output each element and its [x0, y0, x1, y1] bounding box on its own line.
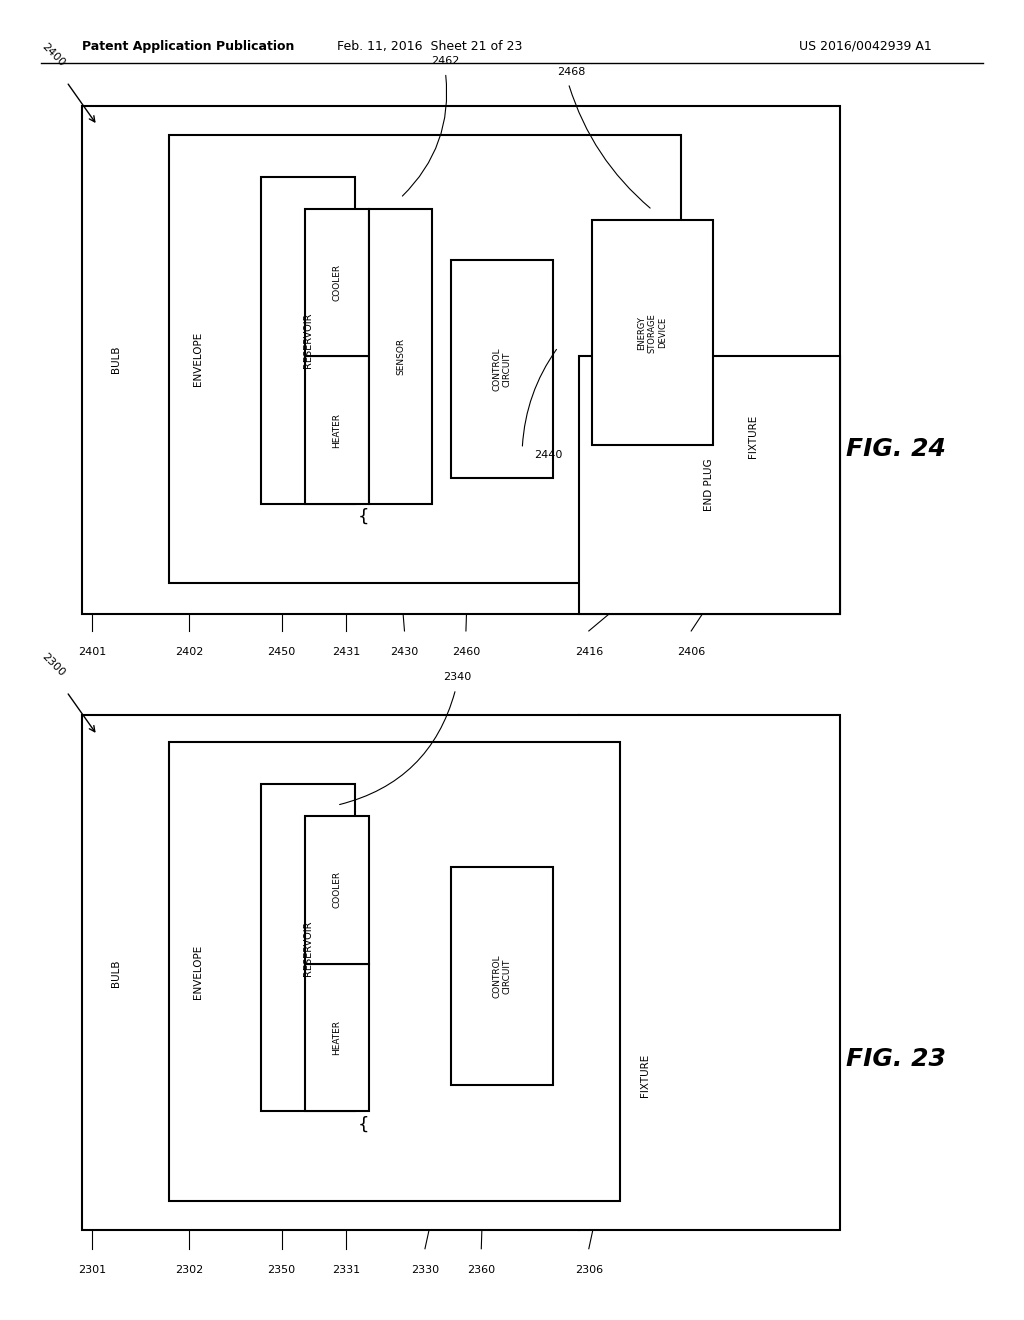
Text: HEATER: HEATER [333, 1020, 341, 1055]
Bar [82, 106, 840, 614]
Bar [261, 177, 355, 504]
Text: FIXTURE: FIXTURE [640, 1055, 650, 1097]
Text: COOLER: COOLER [333, 871, 341, 908]
Text: BULB: BULB [111, 960, 121, 986]
Bar [305, 964, 369, 1111]
Text: 2431: 2431 [332, 647, 360, 657]
Text: 2440: 2440 [535, 450, 563, 461]
Bar [305, 816, 369, 964]
Text: Feb. 11, 2016  Sheet 21 of 23: Feb. 11, 2016 Sheet 21 of 23 [337, 40, 523, 53]
Bar [169, 742, 620, 1201]
Bar [451, 867, 553, 1085]
Text: ENERGY
STORAGE
DEVICE: ENERGY STORAGE DEVICE [637, 313, 668, 352]
Text: {: { [357, 1115, 370, 1134]
Text: RESERVOIR: RESERVOIR [303, 313, 313, 368]
Bar [592, 220, 713, 445]
Bar [451, 260, 553, 478]
Bar [579, 356, 840, 614]
Text: 2406: 2406 [677, 647, 706, 657]
Text: 2340: 2340 [443, 672, 472, 682]
Text: US 2016/0042939 A1: US 2016/0042939 A1 [799, 40, 932, 53]
Text: 2302: 2302 [175, 1265, 204, 1275]
Text: 2430: 2430 [390, 647, 419, 657]
Bar [261, 784, 355, 1111]
Text: BULB: BULB [111, 346, 121, 374]
Text: HEATER: HEATER [333, 413, 341, 447]
Text: COOLER: COOLER [333, 264, 341, 301]
Text: END PLUG: END PLUG [705, 459, 714, 511]
Bar [169, 135, 681, 583]
Text: 2416: 2416 [574, 647, 603, 657]
Text: 2450: 2450 [267, 647, 296, 657]
Text: {: { [357, 508, 370, 527]
Text: 2306: 2306 [574, 1265, 603, 1275]
Text: Patent Application Publication: Patent Application Publication [82, 40, 294, 53]
Text: 2402: 2402 [175, 647, 204, 657]
Bar [305, 356, 369, 504]
Text: SENSOR: SENSOR [396, 338, 404, 375]
Text: ENVELOPE: ENVELOPE [193, 944, 203, 999]
Text: ENVELOPE: ENVELOPE [193, 331, 203, 387]
Text: CONTROL
CIRCUIT: CONTROL CIRCUIT [493, 954, 511, 998]
Bar [369, 209, 432, 504]
Text: 2401: 2401 [78, 647, 106, 657]
Text: 2331: 2331 [332, 1265, 360, 1275]
Text: FIG. 23: FIG. 23 [846, 1047, 946, 1071]
Text: 2330: 2330 [411, 1265, 439, 1275]
Text: 2468: 2468 [557, 66, 586, 77]
Text: 2462: 2462 [431, 55, 460, 66]
Text: 2460: 2460 [452, 647, 480, 657]
Bar [305, 209, 369, 356]
Text: RESERVOIR: RESERVOIR [303, 920, 313, 975]
Text: 2400: 2400 [40, 42, 67, 69]
Text: 2350: 2350 [267, 1265, 296, 1275]
Text: CONTROL
CIRCUIT: CONTROL CIRCUIT [493, 347, 511, 391]
Text: 2301: 2301 [78, 1265, 106, 1275]
Text: 2300: 2300 [40, 652, 67, 678]
Text: 2360: 2360 [467, 1265, 496, 1275]
Text: FIXTURE: FIXTURE [748, 414, 758, 458]
Text: FIG. 24: FIG. 24 [846, 437, 946, 461]
Bar [82, 715, 840, 1230]
